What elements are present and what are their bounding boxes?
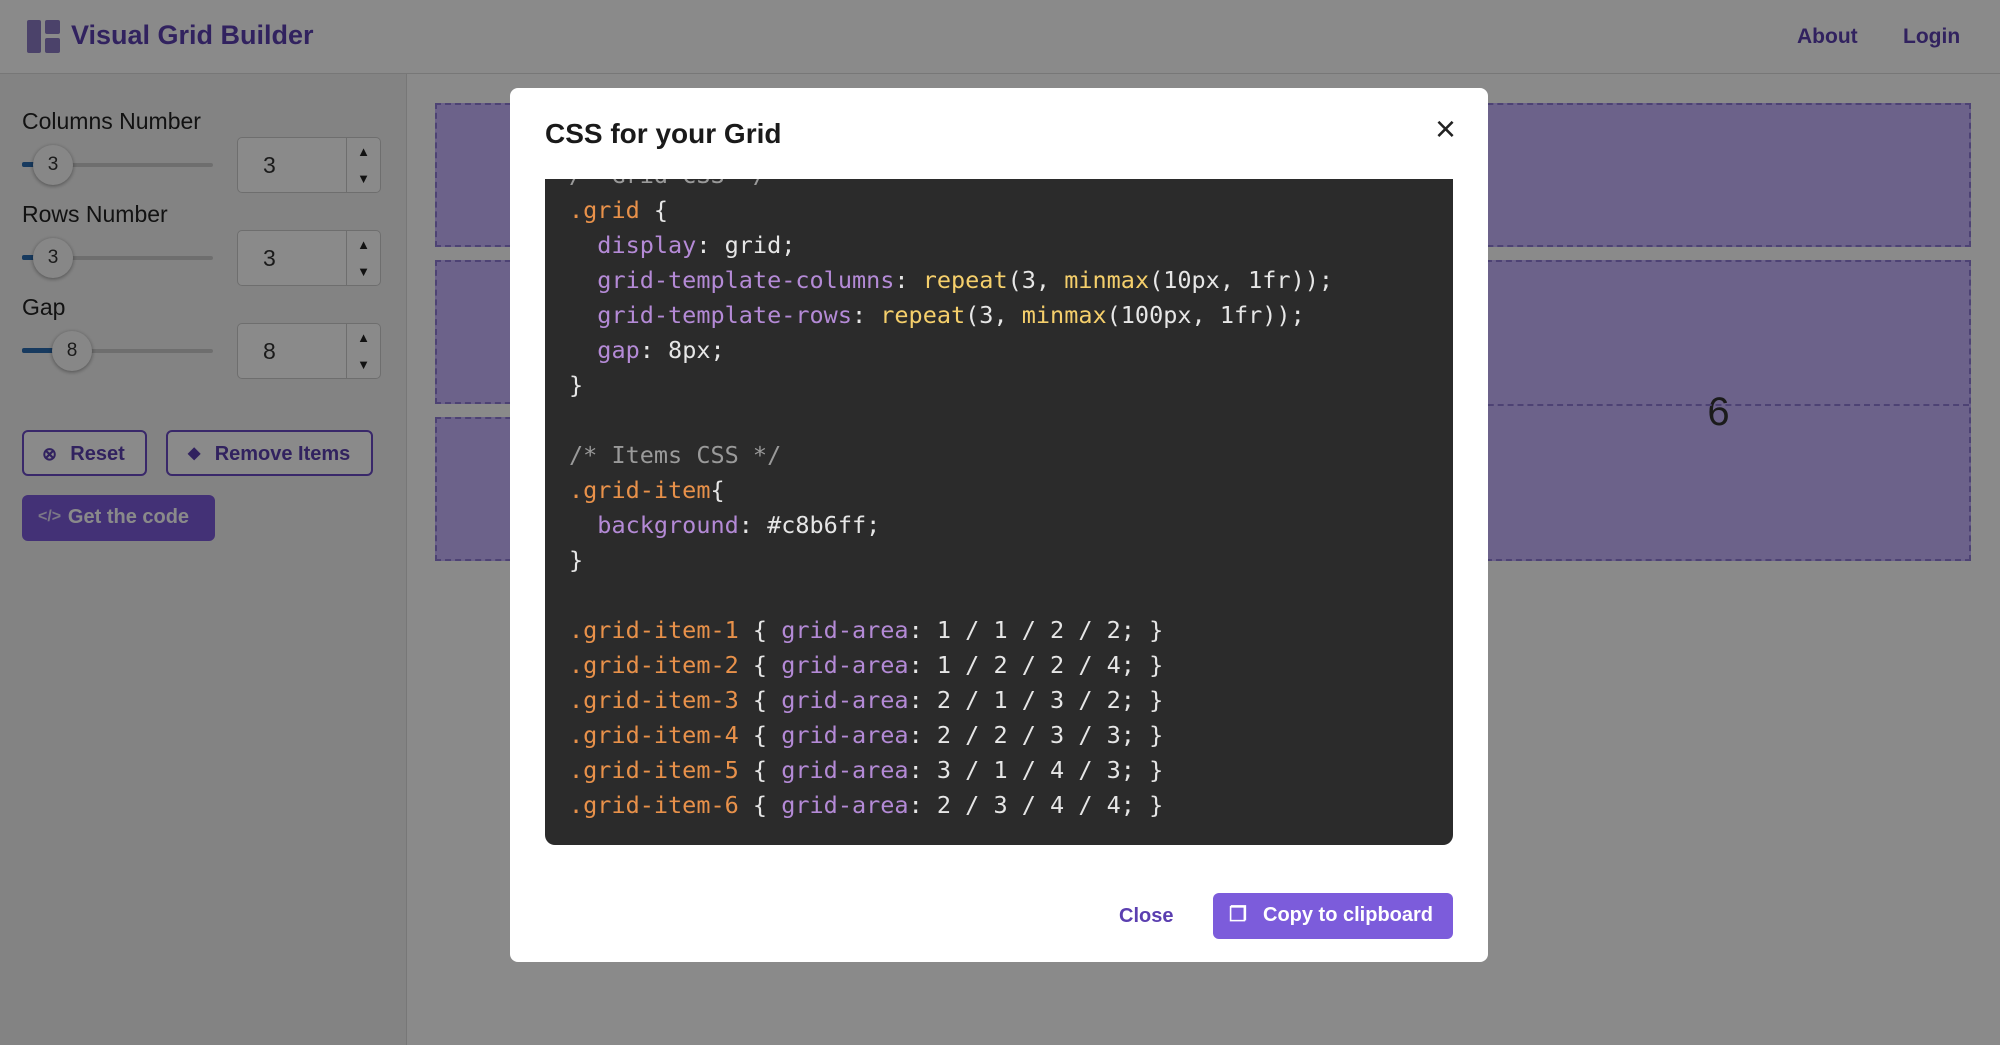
header: Visual Grid Builder About Login	[0, 0, 2000, 74]
spinner[interactable]: ▲ ▼	[346, 231, 380, 285]
reset-button[interactable]: ⊗ Reset	[22, 430, 147, 476]
spinner[interactable]: ▲ ▼	[346, 324, 380, 378]
slider-fill	[22, 255, 43, 260]
copy-button[interactable]: ❐ Copy to clipboard	[1213, 893, 1453, 939]
nav-link[interactable]: Login	[1903, 25, 1961, 48]
slider-track[interactable]	[22, 163, 213, 167]
slider-track[interactable]	[22, 349, 213, 353]
control-label: Gap	[22, 294, 66, 320]
number-input[interactable]: 3 ▲ ▼	[237, 137, 381, 193]
logo	[27, 20, 60, 53]
slider-thumb[interactable]: 8	[52, 331, 92, 371]
close-icon[interactable]: ×	[1435, 108, 1457, 149]
get-code-button[interactable]: </> Get the code	[22, 495, 215, 541]
slider-fill	[22, 348, 62, 353]
button-label: Remove Items	[214, 443, 351, 465]
slider-thumb[interactable]: 3	[33, 145, 73, 185]
button-label: Copy to clipboard	[1263, 904, 1433, 926]
grid-item: 6	[1466, 260, 1971, 561]
button-label: Get the code	[67, 506, 190, 528]
close-button[interactable]: Close	[1119, 905, 1174, 927]
number-input[interactable]: 8 ▲ ▼	[237, 323, 381, 379]
nav-link[interactable]: About	[1797, 25, 1858, 48]
button-label: Reset	[70, 443, 125, 465]
slider-track[interactable]	[22, 256, 213, 260]
item-label: 6	[1707, 390, 1730, 434]
code: /* Grid CSS */ .grid { display: grid; gr…	[569, 179, 1334, 819]
slider-fill	[22, 162, 43, 167]
modal-title: CSS for your Grid	[545, 118, 782, 149]
control-label: Columns Number	[22, 108, 201, 134]
number-input[interactable]: 3 ▲ ▼	[237, 230, 381, 286]
modal: CSS for your Grid × /* Grid CSS */ .grid…	[510, 88, 1488, 962]
app-title: Visual Grid Builder	[71, 20, 314, 50]
control-label: Rows Number	[22, 201, 168, 227]
slider-thumb[interactable]: 3	[33, 238, 73, 278]
code-block: /* Grid CSS */ .grid { display: grid; gr…	[545, 179, 1453, 845]
remove-button[interactable]: ◆ Remove Items	[166, 430, 373, 476]
spinner[interactable]: ▲ ▼	[346, 138, 380, 192]
